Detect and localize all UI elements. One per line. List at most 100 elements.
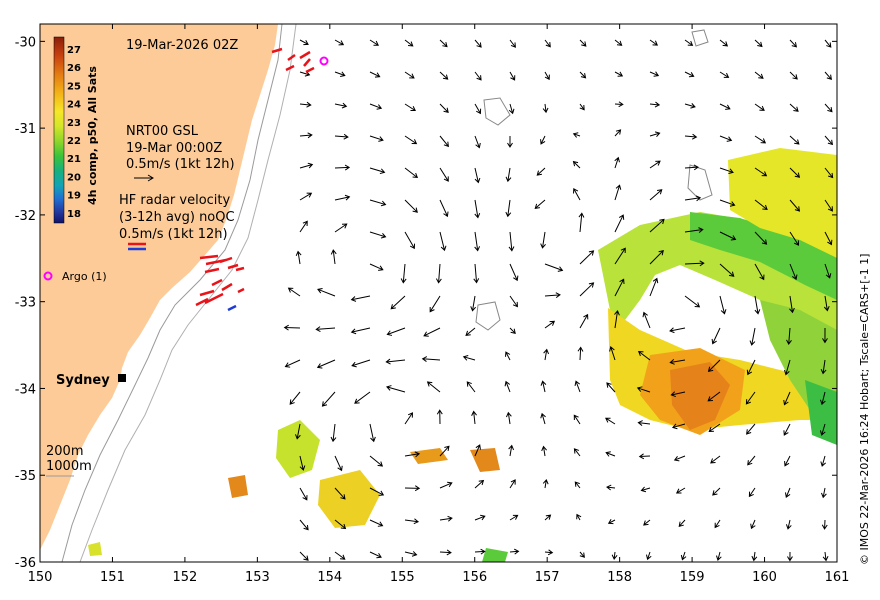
current-arrow	[404, 412, 414, 425]
current-arrow	[470, 295, 477, 312]
current-arrow	[404, 103, 416, 112]
sst-layer	[88, 148, 837, 562]
current-arrow	[509, 263, 519, 282]
current-arrow	[746, 423, 756, 435]
current-arrow	[649, 189, 663, 201]
current-arrow	[439, 135, 449, 148]
current-arrow	[754, 295, 761, 315]
current-arrow	[334, 519, 347, 530]
current-arrow	[540, 231, 546, 249]
gsl-legend-line2: 19-Mar 00:00Z	[126, 141, 222, 156]
current-arrow	[754, 135, 767, 144]
current-arrow	[462, 355, 476, 361]
current-arrow	[751, 551, 758, 562]
current-arrow	[707, 391, 721, 402]
current-arrow	[754, 199, 768, 211]
seamount-outline	[483, 97, 511, 126]
current-arrow	[649, 249, 664, 265]
current-arrow	[507, 135, 513, 148]
current-arrow	[334, 71, 346, 78]
colorbar-gradient	[53, 36, 65, 224]
current-arrow	[578, 212, 585, 233]
current-arrow	[606, 484, 616, 491]
current-arrow	[509, 71, 516, 81]
current-arrow	[369, 519, 384, 527]
current-arrow	[509, 327, 516, 334]
current-arrow	[471, 410, 477, 425]
gsl-scale-arrow	[134, 174, 154, 182]
current-arrow	[579, 103, 585, 111]
current-arrow	[640, 486, 651, 493]
current-arrow	[350, 327, 371, 335]
current-arrow	[299, 220, 308, 233]
current-arrow	[369, 423, 376, 443]
colorbar-tick-label: 21	[67, 154, 81, 165]
current-arrow	[509, 39, 516, 48]
y-tick-label: -32	[15, 209, 36, 224]
current-arrow	[824, 135, 834, 146]
hf-legend-line2: (3-12h avg) noQC	[119, 210, 235, 225]
current-arrow	[719, 295, 727, 315]
current-arrow	[670, 391, 686, 398]
colorbar-tick-label: 19	[67, 191, 81, 202]
current-arrow	[334, 164, 351, 171]
city-label-sydney: Sydney	[56, 373, 110, 388]
current-arrow	[536, 167, 546, 176]
current-arrow	[439, 481, 453, 489]
current-arrow	[649, 71, 660, 77]
current-arrow	[404, 485, 421, 492]
current-arrow	[289, 391, 301, 405]
current-arrow	[369, 39, 379, 46]
current-arrow	[474, 444, 481, 457]
current-arrow	[504, 380, 511, 393]
current-arrow	[789, 135, 800, 145]
current-arrow	[544, 320, 556, 329]
current-arrow	[544, 292, 561, 299]
current-arrow	[334, 133, 349, 140]
current-arrow	[369, 103, 383, 110]
current-arrow	[390, 295, 406, 310]
current-arrow	[607, 518, 616, 525]
current-arrow	[541, 445, 547, 457]
current-arrow	[334, 487, 346, 500]
current-arrow	[474, 199, 481, 219]
current-arrow	[754, 167, 768, 177]
current-arrow	[712, 487, 721, 496]
current-arrow	[684, 164, 699, 171]
current-arrow	[649, 160, 661, 169]
seamount-outline	[687, 164, 713, 201]
current-arrow	[821, 519, 828, 530]
current-arrow	[299, 162, 314, 169]
current-arrow	[299, 101, 312, 108]
current-arrow	[649, 218, 665, 233]
current-arrow	[824, 71, 832, 80]
current-arrow	[649, 277, 659, 297]
current-arrow	[404, 71, 415, 79]
current-arrow	[614, 247, 626, 265]
current-arrow	[404, 551, 418, 557]
seamount-outline	[691, 29, 709, 47]
current-arrow	[369, 487, 385, 496]
current-arrow	[684, 39, 694, 46]
current-arrow	[400, 263, 407, 284]
current-arrow	[684, 227, 704, 233]
current-arrow	[786, 327, 792, 346]
current-arrow	[754, 71, 764, 79]
current-arrow	[404, 39, 414, 47]
gsl-legend-line3: 0.5m/s (1kt 12h)	[126, 157, 235, 172]
current-arrow	[544, 549, 554, 556]
current-arrow	[404, 231, 416, 250]
current-arrow	[820, 359, 827, 375]
current-arrow	[330, 423, 337, 443]
seamount-outline	[475, 301, 501, 331]
current-arrow	[614, 156, 620, 169]
current-arrow	[439, 103, 449, 114]
current-arrow	[543, 348, 550, 361]
current-arrow	[404, 451, 421, 458]
current-arrow	[315, 326, 336, 333]
current-arrow	[669, 327, 686, 334]
current-arrow	[719, 263, 735, 277]
current-arrow	[605, 451, 616, 457]
hf-legend-line3: 0.5m/s (1kt 12h)	[119, 227, 228, 242]
